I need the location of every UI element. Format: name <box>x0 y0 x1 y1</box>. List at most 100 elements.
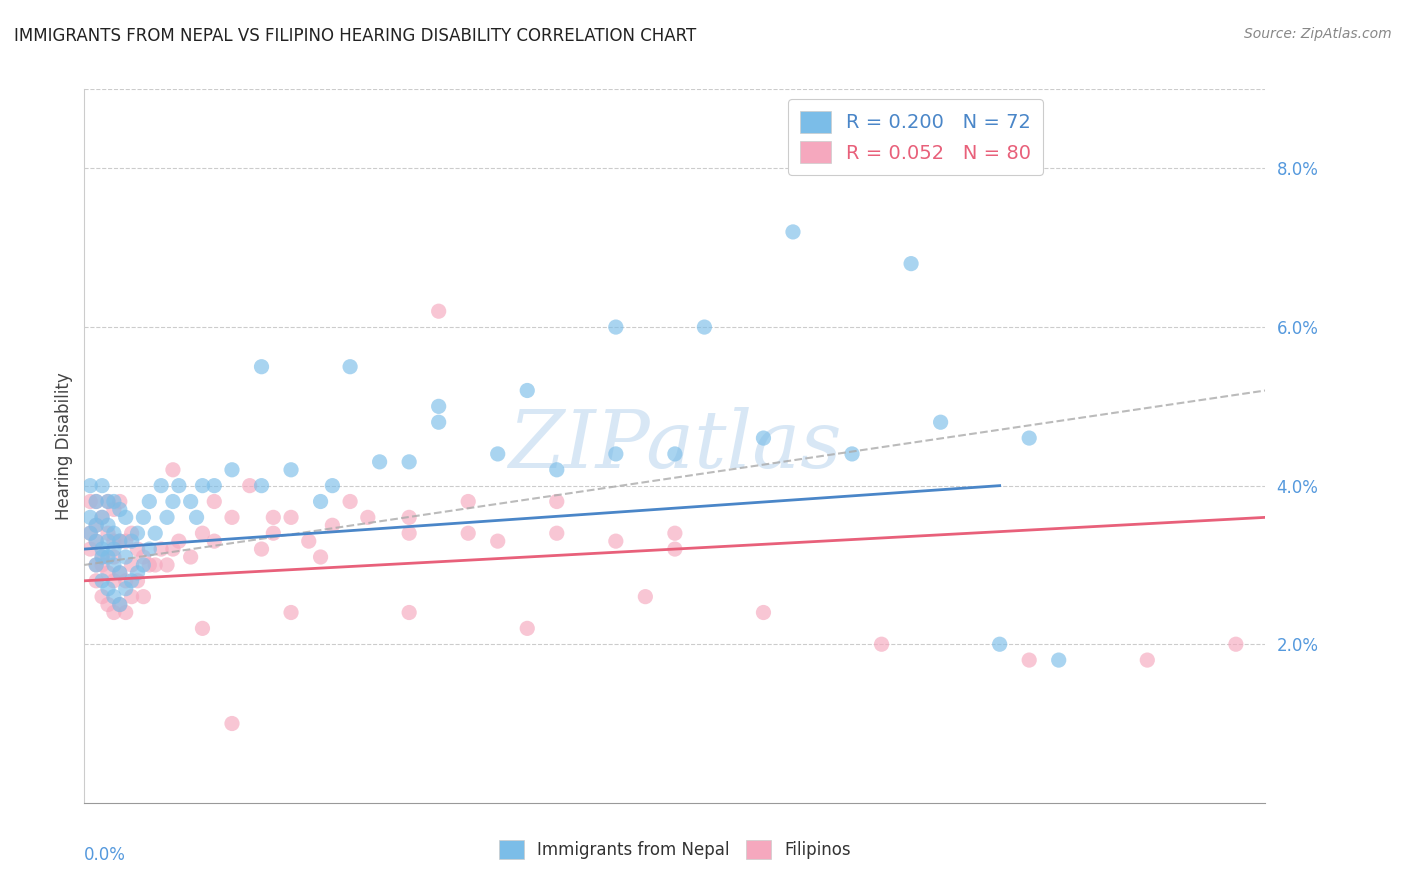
Point <box>138 558 160 572</box>
Point <box>103 494 125 508</box>
Point <box>127 574 149 588</box>
Point <box>280 463 302 477</box>
Point <box>156 558 179 572</box>
Point <box>103 502 125 516</box>
Point <box>97 582 120 596</box>
Point <box>91 510 114 524</box>
Point <box>516 384 538 398</box>
Point <box>988 637 1011 651</box>
Point <box>250 542 273 557</box>
Point <box>91 549 114 564</box>
Point <box>221 510 243 524</box>
Point <box>180 494 202 508</box>
Point <box>108 598 131 612</box>
Point <box>132 558 155 572</box>
Point <box>103 526 125 541</box>
Point <box>127 566 149 580</box>
Point <box>143 558 166 572</box>
Point <box>84 518 107 533</box>
Point <box>664 447 686 461</box>
Point <box>1018 431 1040 445</box>
Point <box>605 534 627 549</box>
Point <box>1136 653 1159 667</box>
Legend: Immigrants from Nepal, Filipinos: Immigrants from Nepal, Filipinos <box>492 834 858 866</box>
Point <box>250 359 273 374</box>
Point <box>103 590 125 604</box>
Point <box>221 463 243 477</box>
Point <box>91 478 114 492</box>
Point <box>202 478 225 492</box>
Point <box>900 257 922 271</box>
Point <box>114 606 136 620</box>
Point <box>752 606 775 620</box>
Point <box>121 590 143 604</box>
Point <box>339 359 361 374</box>
Point <box>693 320 716 334</box>
Point <box>114 510 136 524</box>
Point <box>150 542 173 557</box>
Point <box>121 574 143 588</box>
Point <box>84 558 107 572</box>
Point <box>309 549 332 564</box>
Point <box>191 621 214 635</box>
Point <box>79 494 101 508</box>
Point <box>84 558 107 572</box>
Point <box>1018 653 1040 667</box>
Point <box>167 534 190 549</box>
Point <box>97 494 120 508</box>
Point <box>162 463 184 477</box>
Point <box>368 455 391 469</box>
Point <box>108 534 131 549</box>
Point <box>97 518 120 533</box>
Point <box>202 534 225 549</box>
Point <box>546 463 568 477</box>
Point <box>84 534 107 549</box>
Point <box>79 526 101 541</box>
Point <box>79 542 101 557</box>
Y-axis label: Hearing Disability: Hearing Disability <box>55 372 73 520</box>
Point <box>97 566 120 580</box>
Point <box>202 494 225 508</box>
Point <box>605 320 627 334</box>
Point <box>97 534 120 549</box>
Point <box>97 526 120 541</box>
Point <box>486 534 509 549</box>
Point <box>250 478 273 492</box>
Point <box>108 502 131 516</box>
Point <box>357 510 380 524</box>
Point <box>427 415 450 429</box>
Point <box>108 534 131 549</box>
Point <box>91 510 114 524</box>
Point <box>457 494 479 508</box>
Point <box>262 510 284 524</box>
Point <box>91 558 114 572</box>
Point <box>929 415 952 429</box>
Point <box>262 526 284 541</box>
Point <box>91 542 114 557</box>
Point <box>427 304 450 318</box>
Point <box>138 542 160 557</box>
Point <box>97 598 120 612</box>
Point <box>321 518 343 533</box>
Point <box>841 447 863 461</box>
Point <box>91 590 114 604</box>
Point <box>84 494 107 508</box>
Point <box>167 478 190 492</box>
Point <box>91 574 114 588</box>
Text: ZIPatlas: ZIPatlas <box>508 408 842 484</box>
Point <box>186 510 208 524</box>
Point <box>132 590 155 604</box>
Point <box>114 534 136 549</box>
Point <box>162 494 184 508</box>
Point <box>191 526 214 541</box>
Point <box>280 606 302 620</box>
Point <box>221 716 243 731</box>
Point <box>91 549 114 564</box>
Point <box>239 478 262 492</box>
Point <box>103 558 125 572</box>
Point <box>870 637 893 651</box>
Point <box>546 494 568 508</box>
Point <box>79 478 101 492</box>
Point <box>103 542 125 557</box>
Point <box>1047 653 1070 667</box>
